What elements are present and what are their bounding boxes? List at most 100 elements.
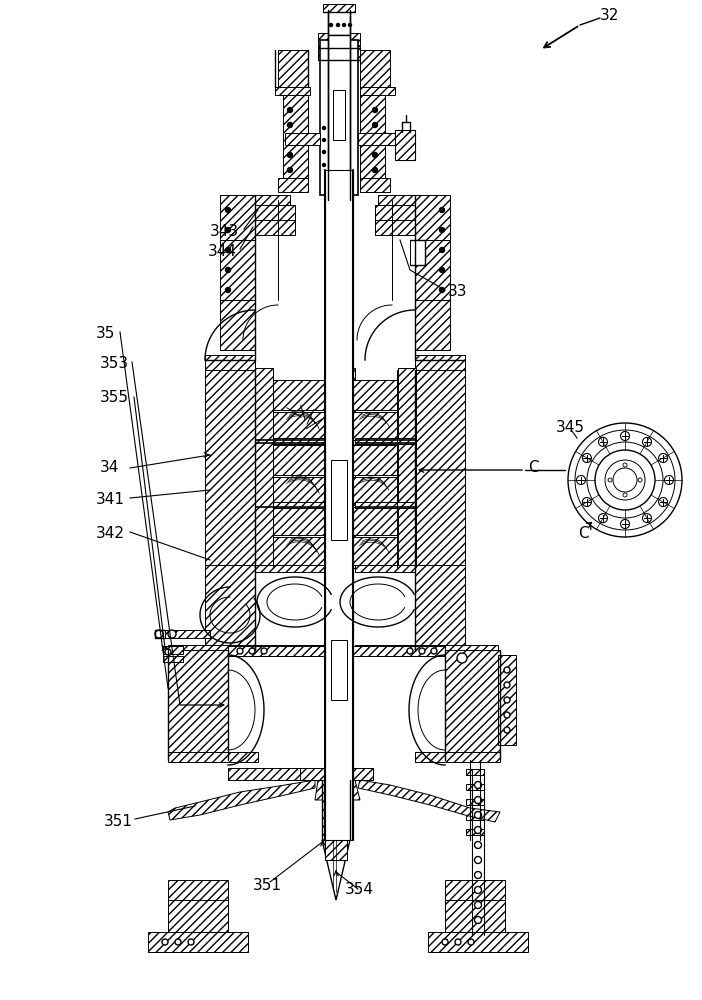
Circle shape — [475, 916, 482, 924]
Bar — [347, 477, 397, 505]
Circle shape — [165, 649, 171, 655]
Bar — [328, 35, 350, 200]
Bar — [322, 780, 350, 840]
Bar — [205, 565, 255, 650]
Circle shape — [419, 648, 425, 654]
Bar — [318, 46, 360, 60]
Bar — [163, 646, 183, 654]
Circle shape — [162, 939, 168, 945]
Circle shape — [261, 648, 267, 654]
Circle shape — [475, 782, 482, 788]
Circle shape — [642, 514, 651, 523]
Bar — [273, 537, 325, 565]
Bar — [329, 368, 351, 568]
Circle shape — [475, 902, 482, 908]
Bar — [347, 445, 397, 475]
Bar — [285, 133, 320, 145]
Circle shape — [468, 939, 474, 945]
Bar — [466, 814, 484, 820]
Circle shape — [288, 152, 293, 157]
Text: 341: 341 — [96, 492, 125, 508]
Bar — [325, 368, 355, 568]
Bar — [168, 650, 228, 760]
Circle shape — [373, 122, 378, 127]
Bar — [358, 133, 403, 145]
Circle shape — [583, 454, 591, 462]
Circle shape — [373, 107, 378, 112]
Circle shape — [237, 648, 243, 654]
Polygon shape — [168, 880, 228, 900]
Bar — [318, 33, 360, 45]
Circle shape — [658, 497, 668, 506]
Bar — [466, 799, 484, 805]
Polygon shape — [355, 565, 415, 572]
Polygon shape — [255, 565, 325, 572]
Circle shape — [642, 437, 651, 446]
Bar — [395, 130, 415, 160]
Polygon shape — [248, 205, 295, 220]
Text: 35: 35 — [96, 326, 115, 340]
Text: 33: 33 — [448, 284, 468, 300]
Circle shape — [608, 478, 612, 482]
Text: 351: 351 — [104, 814, 133, 830]
Polygon shape — [415, 355, 465, 370]
Bar — [333, 90, 345, 140]
Polygon shape — [148, 932, 248, 952]
Circle shape — [595, 450, 655, 510]
Polygon shape — [375, 220, 420, 235]
Circle shape — [638, 478, 642, 482]
Bar — [347, 507, 397, 535]
Circle shape — [504, 667, 510, 673]
Polygon shape — [255, 195, 290, 205]
Polygon shape — [220, 195, 255, 240]
Circle shape — [188, 939, 194, 945]
Circle shape — [475, 796, 482, 804]
Bar — [273, 380, 325, 410]
Bar — [228, 768, 373, 780]
Polygon shape — [168, 900, 228, 932]
Circle shape — [613, 468, 637, 492]
Polygon shape — [415, 240, 450, 300]
Text: 353: 353 — [100, 356, 129, 370]
Circle shape — [373, 167, 378, 172]
Bar — [466, 829, 484, 835]
Circle shape — [442, 939, 448, 945]
Text: 32: 32 — [600, 7, 619, 22]
Polygon shape — [220, 240, 255, 300]
Bar — [300, 768, 373, 780]
Bar — [255, 368, 273, 568]
Bar — [410, 240, 425, 265]
Bar — [347, 412, 397, 440]
Bar — [163, 656, 183, 662]
Bar — [332, 435, 340, 495]
Circle shape — [576, 476, 585, 485]
Circle shape — [322, 150, 326, 153]
Bar — [278, 50, 308, 90]
Circle shape — [475, 842, 482, 848]
Circle shape — [288, 137, 293, 142]
Circle shape — [575, 430, 675, 530]
Polygon shape — [168, 780, 315, 820]
Circle shape — [225, 208, 230, 213]
Bar — [325, 170, 353, 840]
Polygon shape — [168, 752, 258, 762]
Circle shape — [475, 856, 482, 863]
Bar — [273, 477, 325, 505]
Circle shape — [407, 648, 413, 654]
Circle shape — [599, 514, 607, 523]
Polygon shape — [355, 438, 415, 444]
Text: 342: 342 — [96, 526, 125, 540]
Circle shape — [623, 493, 627, 497]
Text: C': C' — [578, 526, 593, 540]
Polygon shape — [358, 780, 500, 822]
Circle shape — [322, 126, 326, 129]
Polygon shape — [322, 840, 350, 900]
Bar — [360, 178, 390, 192]
Circle shape — [439, 267, 444, 272]
Bar — [395, 130, 415, 160]
Circle shape — [475, 871, 482, 879]
Bar — [320, 40, 358, 195]
Text: 355: 355 — [100, 390, 129, 406]
Circle shape — [322, 138, 326, 141]
Polygon shape — [445, 880, 505, 900]
